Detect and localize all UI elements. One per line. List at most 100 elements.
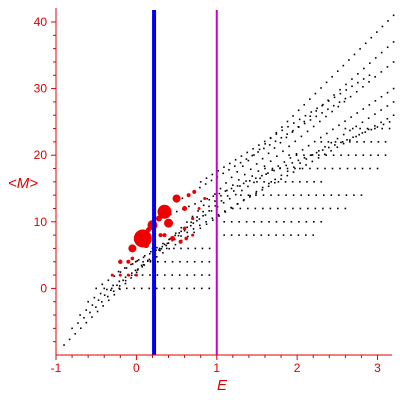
- data-point: [183, 229, 186, 232]
- data-point: [79, 327, 82, 330]
- data-point: [146, 259, 149, 262]
- data-point: [309, 119, 312, 121]
- data-point: [95, 306, 97, 308]
- data-point: [369, 167, 371, 170]
- data-point: [253, 154, 255, 156]
- data-point: [286, 133, 288, 135]
- data-point: [298, 126, 300, 128]
- data-point: [286, 167, 289, 170]
- data-point: [327, 141, 330, 143]
- data-point: [91, 316, 93, 318]
- data-point: [314, 207, 317, 210]
- data-point: [168, 238, 170, 241]
- data-point: [271, 167, 274, 170]
- data-point: [299, 207, 302, 210]
- data-point: [368, 81, 370, 83]
- data-point: [205, 177, 208, 179]
- data-point: [362, 108, 365, 110]
- red-data-point: [134, 273, 138, 277]
- data-point: [374, 76, 376, 78]
- data-point: [354, 167, 356, 170]
- data-point: [260, 234, 263, 236]
- red-data-point: [191, 216, 195, 221]
- data-point: [178, 287, 181, 290]
- data-point: [312, 220, 315, 223]
- data-point: [339, 88, 341, 91]
- data-point: [305, 234, 307, 236]
- data-point: [333, 96, 336, 99]
- data-point: [285, 164, 288, 167]
- data-point: [241, 189, 243, 192]
- data-point: [186, 274, 188, 276]
- data-point: [258, 148, 261, 151]
- data-point: [230, 220, 233, 223]
- data-point: [297, 159, 300, 162]
- data-point: [103, 294, 106, 296]
- data-point: [233, 165, 236, 168]
- data-point: [208, 274, 211, 276]
- data-point: [148, 287, 151, 290]
- data-point: [247, 159, 250, 162]
- data-point: [264, 143, 266, 145]
- red-data-point: [182, 205, 188, 211]
- data-point: [175, 210, 178, 213]
- data-point: [118, 280, 121, 283]
- data-point: [230, 234, 233, 236]
- data-point: [117, 270, 120, 273]
- data-point: [204, 183, 207, 185]
- data-point: [265, 173, 267, 176]
- data-point: [289, 157, 292, 159]
- data-point: [269, 160, 272, 163]
- data-point: [306, 130, 309, 133]
- data-point: [269, 207, 272, 210]
- data-point: [198, 218, 201, 220]
- red-data-point: [158, 233, 163, 238]
- data-point: [148, 258, 151, 261]
- data-point: [85, 309, 88, 311]
- data-point: [290, 234, 292, 236]
- data-point: [261, 174, 263, 177]
- data-point: [193, 260, 196, 263]
- data-point: [158, 247, 161, 250]
- data-point: [387, 20, 389, 22]
- data-point: [292, 207, 294, 210]
- data-point: [270, 181, 273, 183]
- data-point: [320, 141, 323, 143]
- data-point: [317, 157, 320, 159]
- data-point: [99, 292, 102, 295]
- data-point: [89, 311, 91, 314]
- data-point: [218, 215, 220, 217]
- data-point: [386, 66, 389, 68]
- red-data-point: [128, 244, 137, 253]
- data-point: [351, 127, 354, 130]
- data-point: [330, 194, 333, 196]
- data-point: [362, 85, 364, 88]
- data-point: [305, 158, 308, 160]
- data-point: [279, 167, 281, 170]
- data-point: [189, 224, 192, 227]
- data-point: [107, 295, 109, 298]
- data-point: [287, 125, 289, 128]
- data-point: [165, 247, 168, 250]
- data-point: [303, 120, 306, 123]
- data-point: [374, 127, 376, 130]
- data-point: [334, 141, 337, 143]
- data-point: [137, 268, 139, 270]
- data-point: [303, 103, 306, 106]
- data-point: [377, 141, 380, 143]
- data-point: [362, 154, 365, 156]
- data-point: [298, 220, 300, 223]
- data-point: [214, 205, 217, 207]
- data-point: [300, 135, 303, 138]
- data-point: [218, 192, 221, 195]
- data-point: [201, 247, 204, 250]
- data-point: [211, 173, 214, 176]
- data-point: [155, 287, 158, 290]
- points-layer: [63, 14, 395, 346]
- data-point: [364, 42, 367, 45]
- data-point: [123, 267, 126, 269]
- data-point: [255, 192, 257, 195]
- y-tick-label: 10: [34, 215, 48, 229]
- data-point: [200, 287, 203, 290]
- data-point: [134, 269, 137, 272]
